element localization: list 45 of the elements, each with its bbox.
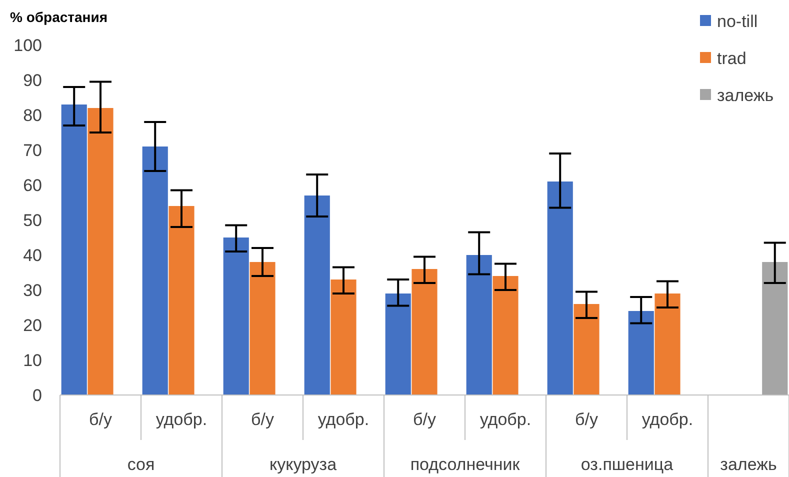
bar <box>628 311 654 395</box>
text: кукуруза <box>269 455 338 474</box>
bar <box>762 262 788 395</box>
bar <box>330 280 356 395</box>
text: залежь <box>720 455 777 474</box>
bar <box>142 146 168 395</box>
x-tick-label: б/у <box>251 410 274 429</box>
bar <box>492 276 518 395</box>
x-tick-label: удобр. <box>642 410 694 429</box>
y-tick-label: 60 <box>23 176 42 195</box>
bar <box>250 262 276 395</box>
y-tick-label: 0 <box>32 386 42 405</box>
y-tick-label: 70 <box>23 140 42 160</box>
x-tick-label: б/у <box>575 410 598 429</box>
y-axis-title: % обрастания <box>10 9 108 25</box>
bar <box>223 238 249 395</box>
bar <box>547 182 573 395</box>
legend-label: no-till <box>717 12 758 31</box>
bar <box>574 304 600 395</box>
y-tick-label: 10 <box>23 350 42 370</box>
x-tick-label: удобр. <box>156 410 208 429</box>
legend-label: залежь <box>717 86 774 105</box>
text: оз.пшеница <box>580 455 674 474</box>
text: подсолнечник <box>410 455 520 474</box>
bar <box>304 196 330 395</box>
y-tick-label: 40 <box>23 246 42 265</box>
x-tick-label: б/у <box>413 410 436 429</box>
bar <box>88 108 114 395</box>
bar <box>466 255 492 395</box>
x-tick-label: удобр. <box>318 410 370 429</box>
x-tick-label: удобр. <box>480 410 532 429</box>
y-tick-label: 50 <box>23 210 42 230</box>
x-tick-label: б/у <box>89 410 112 429</box>
y-tick-label: 20 <box>23 316 42 335</box>
legend-label: trad <box>717 48 746 68</box>
y-tick-label: 30 <box>23 280 42 300</box>
bar <box>168 206 194 395</box>
text: соя <box>127 455 155 474</box>
bar <box>61 104 87 395</box>
bar <box>412 269 438 395</box>
bar <box>654 294 680 395</box>
y-tick-label: 80 <box>23 106 42 125</box>
bar <box>385 294 411 395</box>
y-tick-label: 100 <box>14 36 42 55</box>
y-tick-label: 90 <box>23 70 42 90</box>
